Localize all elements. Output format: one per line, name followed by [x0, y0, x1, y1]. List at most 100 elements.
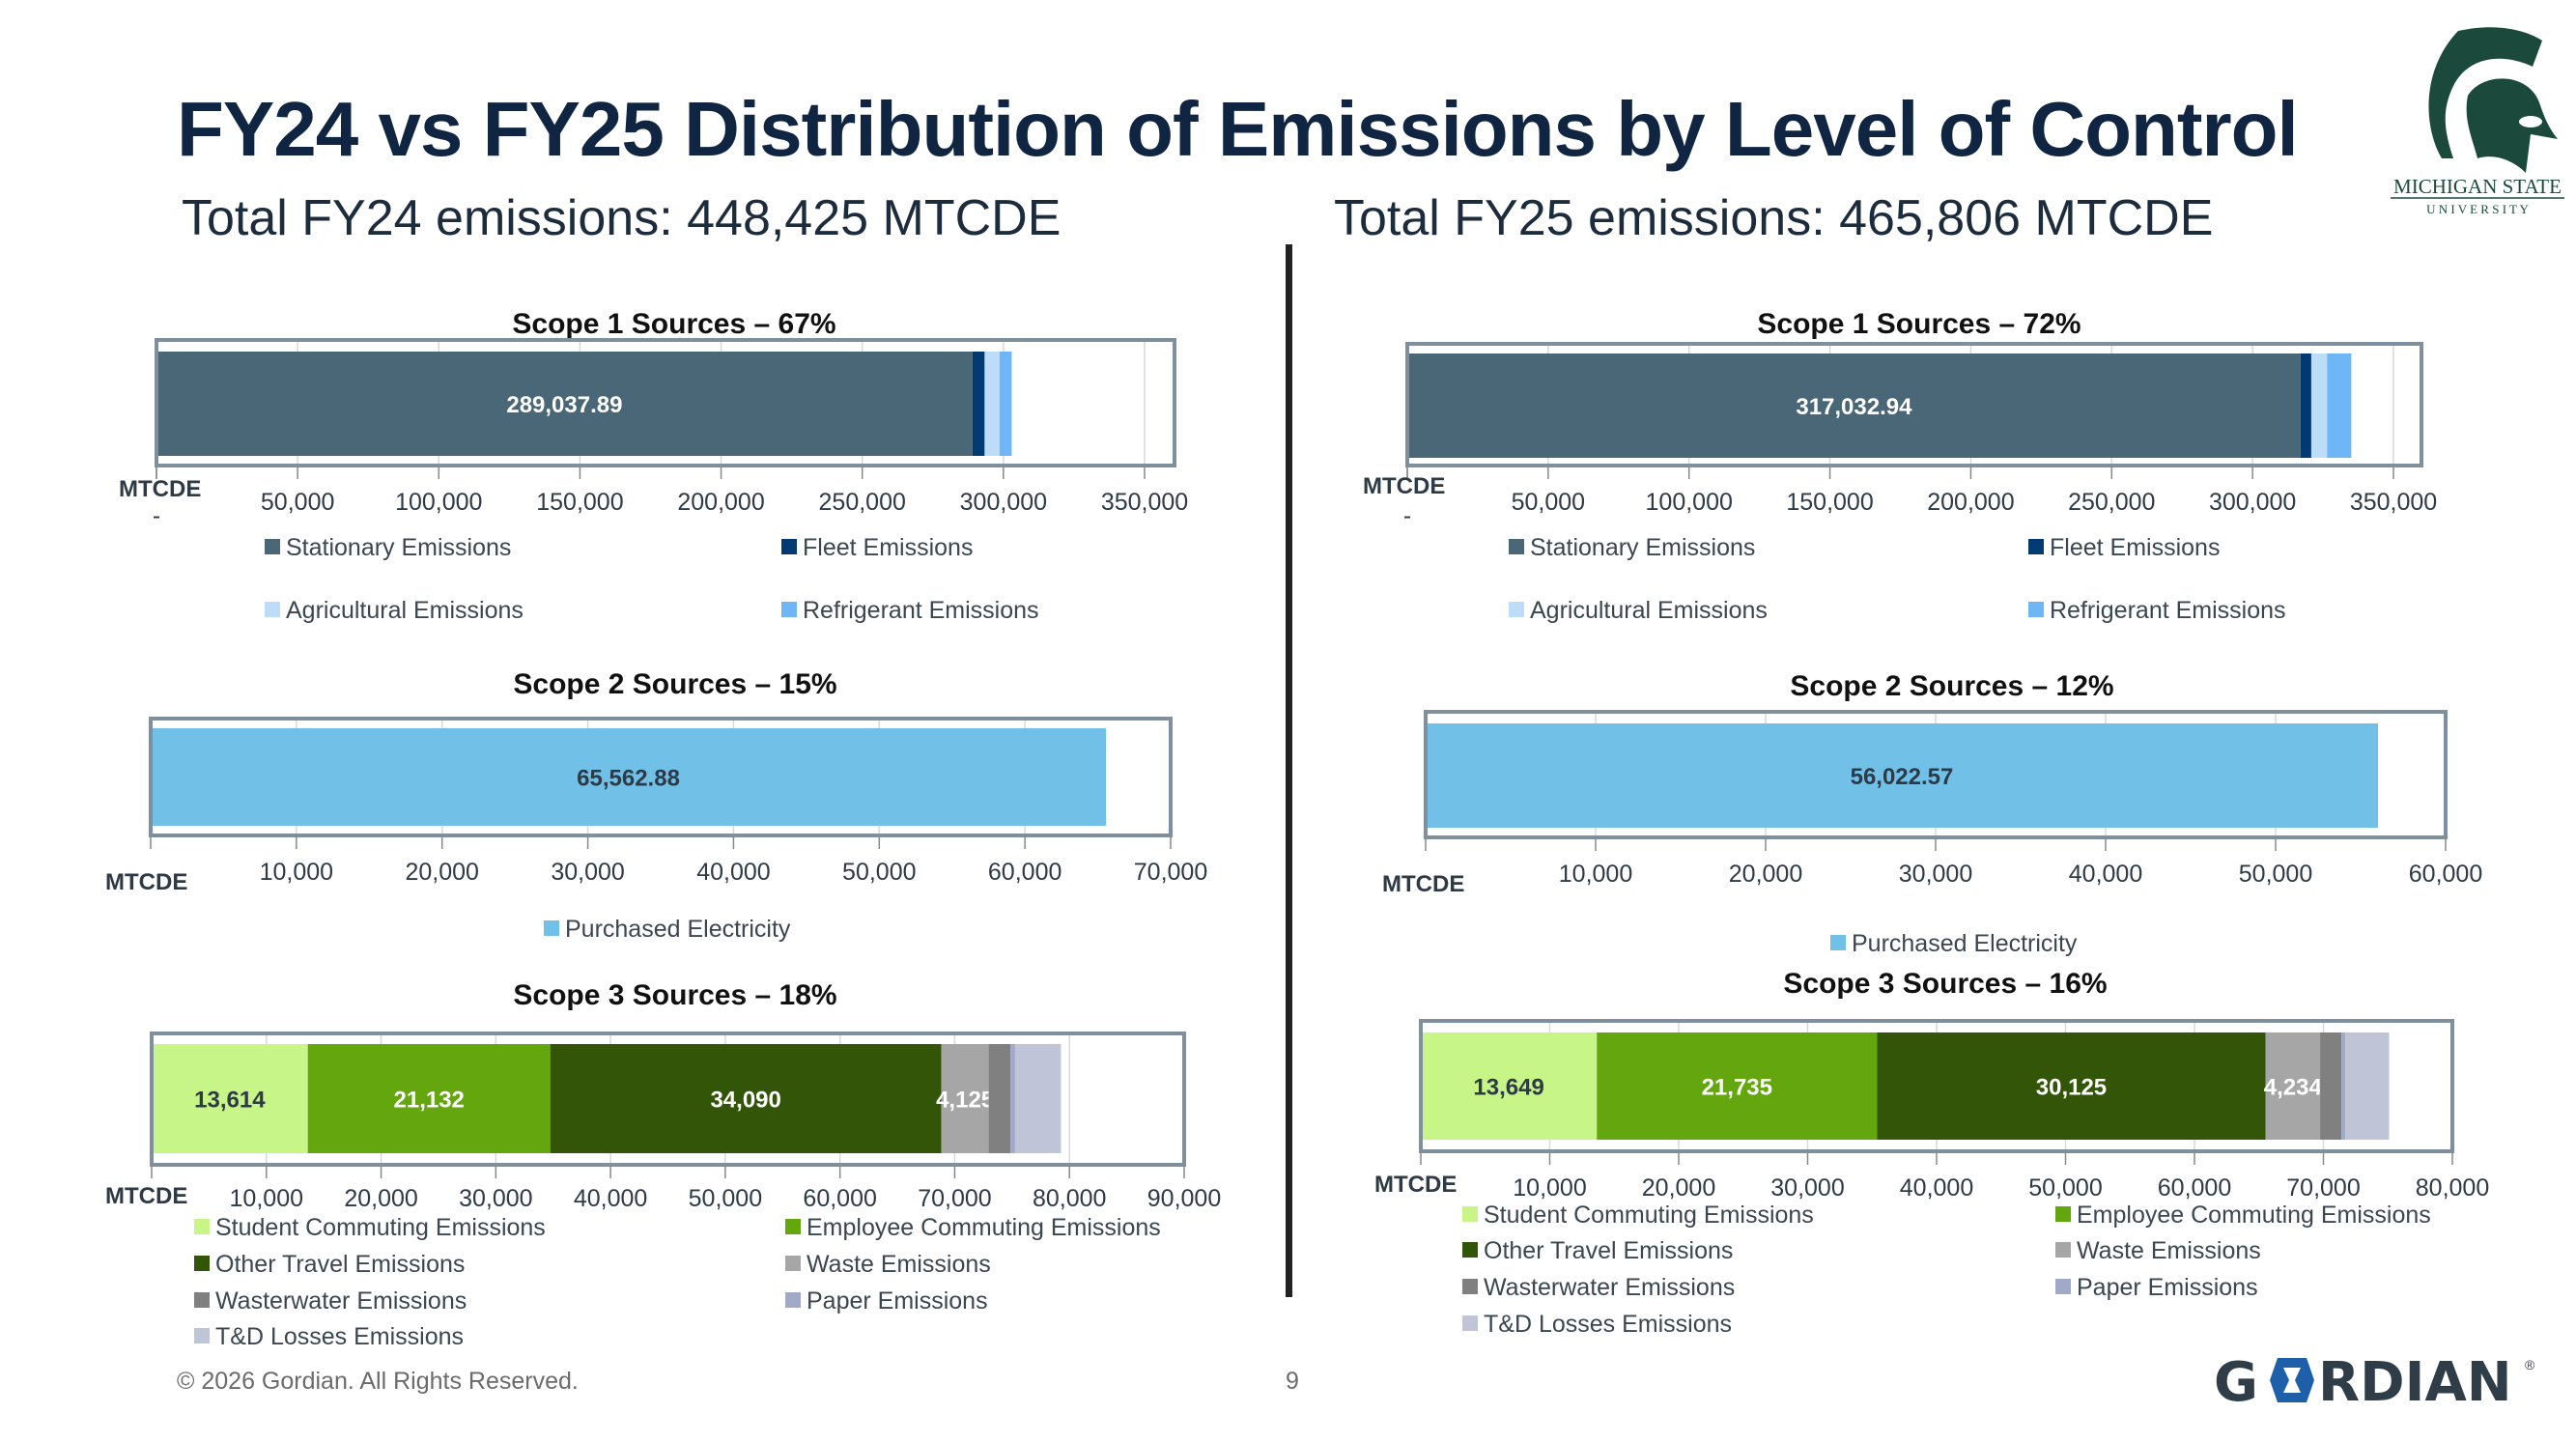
- legend-item: Employee Commuting Emissions: [785, 1214, 1161, 1241]
- bar-segment: [2265, 1032, 2321, 1140]
- x-axis-label: MTCDE: [1374, 1172, 1457, 1198]
- chart-1: Scope 1 Sources – 67% 289,037.89 - 50,000 10…: [119, 308, 1188, 624]
- legend-swatch: [1462, 1242, 1478, 1258]
- tick-label: 350,000: [2350, 489, 2437, 516]
- chart-6: Scope 3 Sources – 16% 13,649 21,735 30,125 4…: [1374, 968, 2489, 1338]
- data-label: 4,234: [2264, 1075, 2323, 1101]
- x-axis-label: MTCDE: [1363, 473, 1445, 499]
- tick-label: 70,000: [918, 1185, 991, 1212]
- legend-label: Stationary Emissions: [1530, 534, 1755, 561]
- legend-item: Purchased Electricity: [544, 916, 791, 943]
- legend-item: Refrigerant Emissions: [781, 597, 1039, 624]
- bar-segment: [2310, 353, 2328, 458]
- tick-label: 90,000: [1147, 1185, 1221, 1212]
- tick-label: 40,000: [574, 1185, 647, 1212]
- plot-frame: [155, 338, 1176, 467]
- tick-label: 30,000: [551, 859, 624, 886]
- fy25-total: Total FY25 emissions: 465,806 MTCDE: [1334, 190, 2214, 246]
- legend-swatch: [1462, 1279, 1478, 1294]
- tick-label: 250,000: [2068, 489, 2155, 516]
- tick-label: 10,000: [230, 1185, 303, 1212]
- legend-label: Agricultural Emissions: [286, 597, 524, 624]
- chart-2: Scope 1 Sources – 72% 317,032.94 - 50,000 10…: [1363, 308, 2437, 624]
- x-axis-label: MTCDE: [1382, 871, 1464, 897]
- legend-item: Waste Emissions: [2055, 1237, 2261, 1264]
- gordian-logo: G RDIAN ®: [2214, 1351, 2535, 1410]
- msu-university: U N I V E R S I T Y: [2426, 202, 2529, 216]
- tick-label: 60,000: [803, 1185, 876, 1212]
- tick-label: 50,000: [2239, 861, 2312, 888]
- data-label: 56,022.57: [1851, 764, 1954, 790]
- fy24-total: Total FY24 emissions: 448,425 MTCDE: [182, 190, 1062, 246]
- legend-item: Other Travel Emissions: [1462, 1237, 1733, 1264]
- page-title: FY24 vs FY25 Distribution of Emissions b…: [177, 86, 2299, 172]
- plot-frame: [1419, 1019, 2454, 1153]
- plot-frame: [149, 717, 1173, 837]
- tick-label: 30,000: [459, 1185, 532, 1212]
- legend-label: Fleet Emissions: [803, 534, 973, 561]
- plot-frame: [150, 1032, 1186, 1167]
- chart-title: Scope 3 Sources – 18%: [513, 979, 836, 1011]
- chart-title: Scope 2 Sources – 12%: [1790, 670, 2113, 702]
- data-label: 30,125: [2036, 1075, 2107, 1101]
- tick-label: 50,000: [261, 489, 334, 516]
- legend-swatch: [1509, 539, 1524, 554]
- tick-label: 70,000: [1134, 859, 1207, 886]
- bar-segment: [984, 352, 1000, 456]
- legend-item: Student Commuting Emissions: [1462, 1202, 1814, 1229]
- legend-swatch: [785, 1219, 801, 1234]
- tick-label: -: [153, 502, 160, 529]
- tick-label: 60,000: [988, 859, 1062, 886]
- tick-label: 50,000: [842, 859, 916, 886]
- page-number: 9: [1286, 1368, 1299, 1395]
- bar-segment: [999, 352, 1012, 456]
- bar-segment: [152, 1044, 308, 1153]
- legend-swatch: [265, 602, 280, 617]
- legend-swatch: [194, 1256, 210, 1271]
- data-label: 21,132: [394, 1088, 465, 1114]
- chart-3: Scope 2 Sources – 15% 65,562.88 10,000 20,0…: [105, 668, 1207, 943]
- legend-swatch: [2055, 1242, 2071, 1258]
- legend-item: Wasterwater Emissions: [1462, 1274, 1735, 1301]
- bar-segment: [307, 1044, 551, 1153]
- chart-5: Scope 3 Sources – 18% 13,614 21,132 34,090 4…: [105, 979, 1221, 1350]
- bar-segment: [1421, 1032, 1598, 1140]
- bar-segment: [1407, 353, 2301, 458]
- data-label: 13,649: [1473, 1075, 1543, 1101]
- tick-label: 40,000: [2069, 861, 2142, 888]
- tick-label: 10,000: [1559, 861, 1632, 888]
- tick-label: 80,000: [2416, 1174, 2489, 1202]
- bar-segment: [550, 1044, 942, 1153]
- tick-label: 50,000: [2028, 1174, 2102, 1202]
- legend-item: Fleet Emissions: [781, 534, 973, 561]
- svg-text:RDIAN: RDIAN: [2318, 1351, 2512, 1410]
- chart-4: Scope 2 Sources – 12% 56,022.57 10,000 20,0…: [1382, 670, 2482, 957]
- chart-title: Scope 1 Sources – 72%: [1757, 308, 2081, 340]
- legend-item: Stationary Emissions: [265, 534, 511, 561]
- tick-label: 10,000: [1513, 1174, 1586, 1202]
- bar-segment: [1877, 1032, 2266, 1140]
- legend-label: Agricultural Emissions: [1530, 597, 1768, 624]
- tick-label: 60,000: [2409, 861, 2482, 888]
- legend-item: Wasterwater Emissions: [194, 1287, 467, 1315]
- x-axis-label: MTCDE: [105, 869, 187, 895]
- bar-segment: [1597, 1032, 1878, 1140]
- tick-label: 20,000: [405, 859, 478, 886]
- tick-label: 30,000: [1770, 1174, 1844, 1202]
- tick-label: -: [1403, 502, 1411, 529]
- bar-segment: [156, 352, 973, 456]
- copyright: © 2026 Gordian. All Rights Reserved.: [177, 1368, 579, 1395]
- legend-label: Stationary Emissions: [286, 534, 511, 561]
- legend-item: Refrigerant Emissions: [2028, 597, 2286, 624]
- tick-label: 50,000: [689, 1185, 762, 1212]
- bar-segment: [2300, 353, 2311, 458]
- legend-label: Waste Emissions: [807, 1251, 991, 1278]
- tick-label: 250,000: [819, 489, 906, 516]
- tick-label: 60,000: [2158, 1174, 2231, 1202]
- legend-label: Employee Commuting Emissions: [2077, 1202, 2431, 1229]
- legend-label: Other Travel Emissions: [1484, 1237, 1733, 1264]
- legend-item: Paper Emissions: [2055, 1274, 2258, 1301]
- msu-logo: MICHIGAN STATE U N I V E R S I T Y: [2391, 27, 2564, 216]
- bar-segment: [1014, 1044, 1062, 1153]
